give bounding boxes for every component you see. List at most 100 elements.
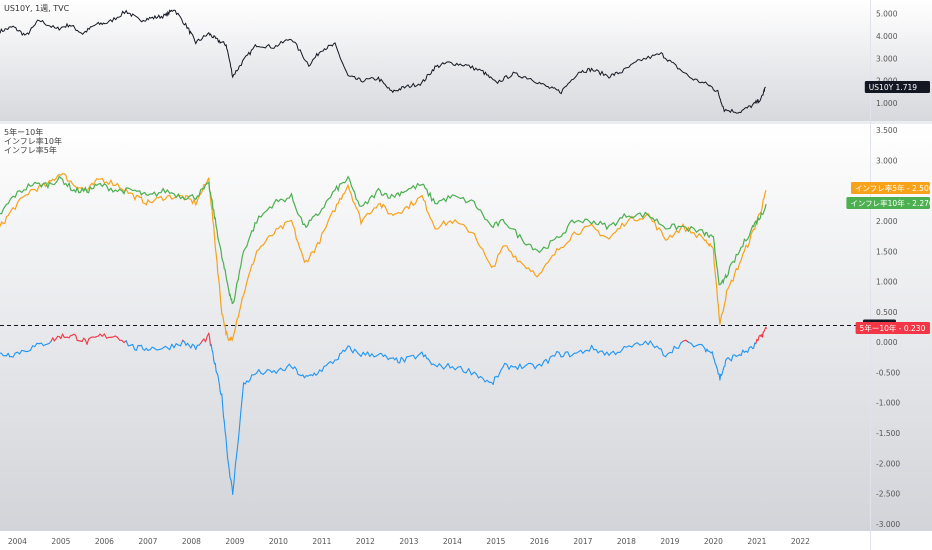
spread-line-segment [468, 368, 472, 376]
us10y-line [0, 9, 766, 114]
spread-line-segment [740, 349, 744, 356]
spread-line-segment [221, 393, 224, 407]
spread-line-segment [195, 344, 198, 351]
spread-line-segment [664, 353, 669, 358]
time-axis[interactable] [0, 530, 932, 550]
spread-line-segment [225, 436, 228, 449]
pane-separator[interactable] [0, 121, 932, 124]
lower-pane-background [0, 124, 932, 530]
spread-line-segment [264, 369, 269, 373]
spread-line-segment [244, 380, 248, 385]
x-tick-label: 2011 [312, 537, 331, 546]
x-tick-label: 2018 [617, 537, 636, 546]
upper-pane-background [0, 0, 932, 121]
x-tick-label: 2022 [791, 537, 810, 546]
x-tick-label: 2017 [573, 537, 592, 546]
spread-line-segment [465, 368, 470, 374]
spread-line-segment [275, 369, 279, 374]
spread-line-segment [547, 356, 551, 364]
spread-line-segment [29, 345, 34, 351]
spread-line-segment [440, 365, 445, 370]
lower-y-tick-label: 1.000 [876, 278, 898, 287]
upper-y-tick-label: 3.000 [876, 54, 898, 63]
spread-line-segment [454, 366, 459, 371]
spread-line-segment [210, 344, 213, 351]
spread-badge-text: 5年ー10年 - 0.230 [860, 323, 926, 333]
spread-line-segment [541, 360, 545, 367]
spread-line-segment [34, 342, 38, 348]
spread-line-segment [61, 333, 65, 338]
x-tick-label: 2020 [704, 537, 723, 546]
spread-line-segment [567, 351, 571, 358]
spread-line-segment [204, 335, 208, 343]
spread-line-segment [332, 359, 336, 365]
spread-line-segment [217, 374, 220, 381]
spread-line-segment [651, 343, 656, 349]
spread-line-segment [506, 363, 510, 370]
spread-line-segment [724, 359, 727, 367]
spread-line-segment [558, 351, 562, 358]
x-tick-label: 2014 [443, 537, 462, 546]
spread-line-segment [438, 363, 443, 367]
spread-line-segment [636, 342, 641, 346]
lower-legend: 5年ー10年 インフレ率10年 インフレ率5年 [4, 128, 62, 155]
inflation-10y-badge [846, 197, 930, 209]
inflation-10y-badge-text: インフレ率10年 - 2.270 [850, 198, 932, 208]
spread-line-segment [231, 483, 233, 489]
spread-line-segment [173, 343, 177, 349]
spread-line-segment [395, 357, 399, 364]
spread-line-segment [222, 405, 225, 417]
spread-line-segment [371, 353, 375, 358]
x-tick-label: 2016 [530, 537, 549, 546]
x-tick-label: 2004 [8, 537, 27, 546]
spread-line-segment [562, 351, 567, 357]
spread-line-segment [86, 338, 90, 345]
spread-line-segment [190, 343, 194, 349]
upper-y-tick-label: 1.000 [876, 99, 898, 108]
spread-line-segment [135, 344, 139, 351]
spread-line-segment [730, 354, 734, 362]
spread-line-segment [470, 371, 475, 376]
time-axis-labels: 2004 2005 2006 2007 2008 2009 2010 2011 2012 2013… [8, 537, 810, 546]
spread-line-segment [258, 369, 262, 374]
spread-line-segment [208, 332, 211, 339]
x-tick-label: 2010 [269, 537, 288, 546]
spread-line-segment [642, 340, 646, 345]
spread-line-segment [631, 343, 636, 348]
inflation-5y-line [0, 172, 767, 342]
spread-line-segment [424, 354, 428, 360]
spread-line-segment [224, 431, 227, 438]
spread-line-segment [403, 356, 408, 363]
lower-y-tick-label: -1.500 [876, 429, 900, 438]
spread-line-segment [601, 350, 606, 356]
lower-y-tick-label: 1.500 [876, 247, 898, 256]
spread-line-segment [273, 370, 277, 374]
lower-y-tick-label: 3.000 [876, 156, 898, 165]
spread-badge [855, 322, 930, 334]
x-tick-label: 2005 [51, 537, 70, 546]
spread-line-segment [349, 345, 352, 351]
spread-line-segment [60, 333, 64, 340]
lower-y-tick-label: 3.500 [876, 126, 898, 135]
x-tick-label: 2012 [356, 537, 375, 546]
spread-line-segment [588, 344, 593, 352]
x-tick-label: 2007 [138, 537, 157, 546]
spread-line-segment [554, 351, 558, 357]
lower-y-tick-label: -3.000 [876, 520, 900, 529]
spread-line-segment [492, 376, 496, 385]
spread-line-segment [755, 338, 758, 345]
spread-line-segment [288, 363, 293, 368]
spread-line-segment [218, 384, 221, 393]
spread-line-segment [316, 369, 321, 375]
x-tick-label: 2021 [747, 537, 766, 546]
spread-line-segment [606, 351, 610, 356]
spread-line-segment [213, 359, 216, 365]
spread-line-segment [214, 362, 217, 372]
spread-line-segment [103, 333, 108, 339]
spread-line-segment [249, 374, 253, 381]
spread-line-segment [360, 351, 364, 357]
spread-line-segment [232, 480, 235, 495]
spread-line-segment [183, 341, 187, 346]
spread-line-segment [753, 342, 756, 349]
